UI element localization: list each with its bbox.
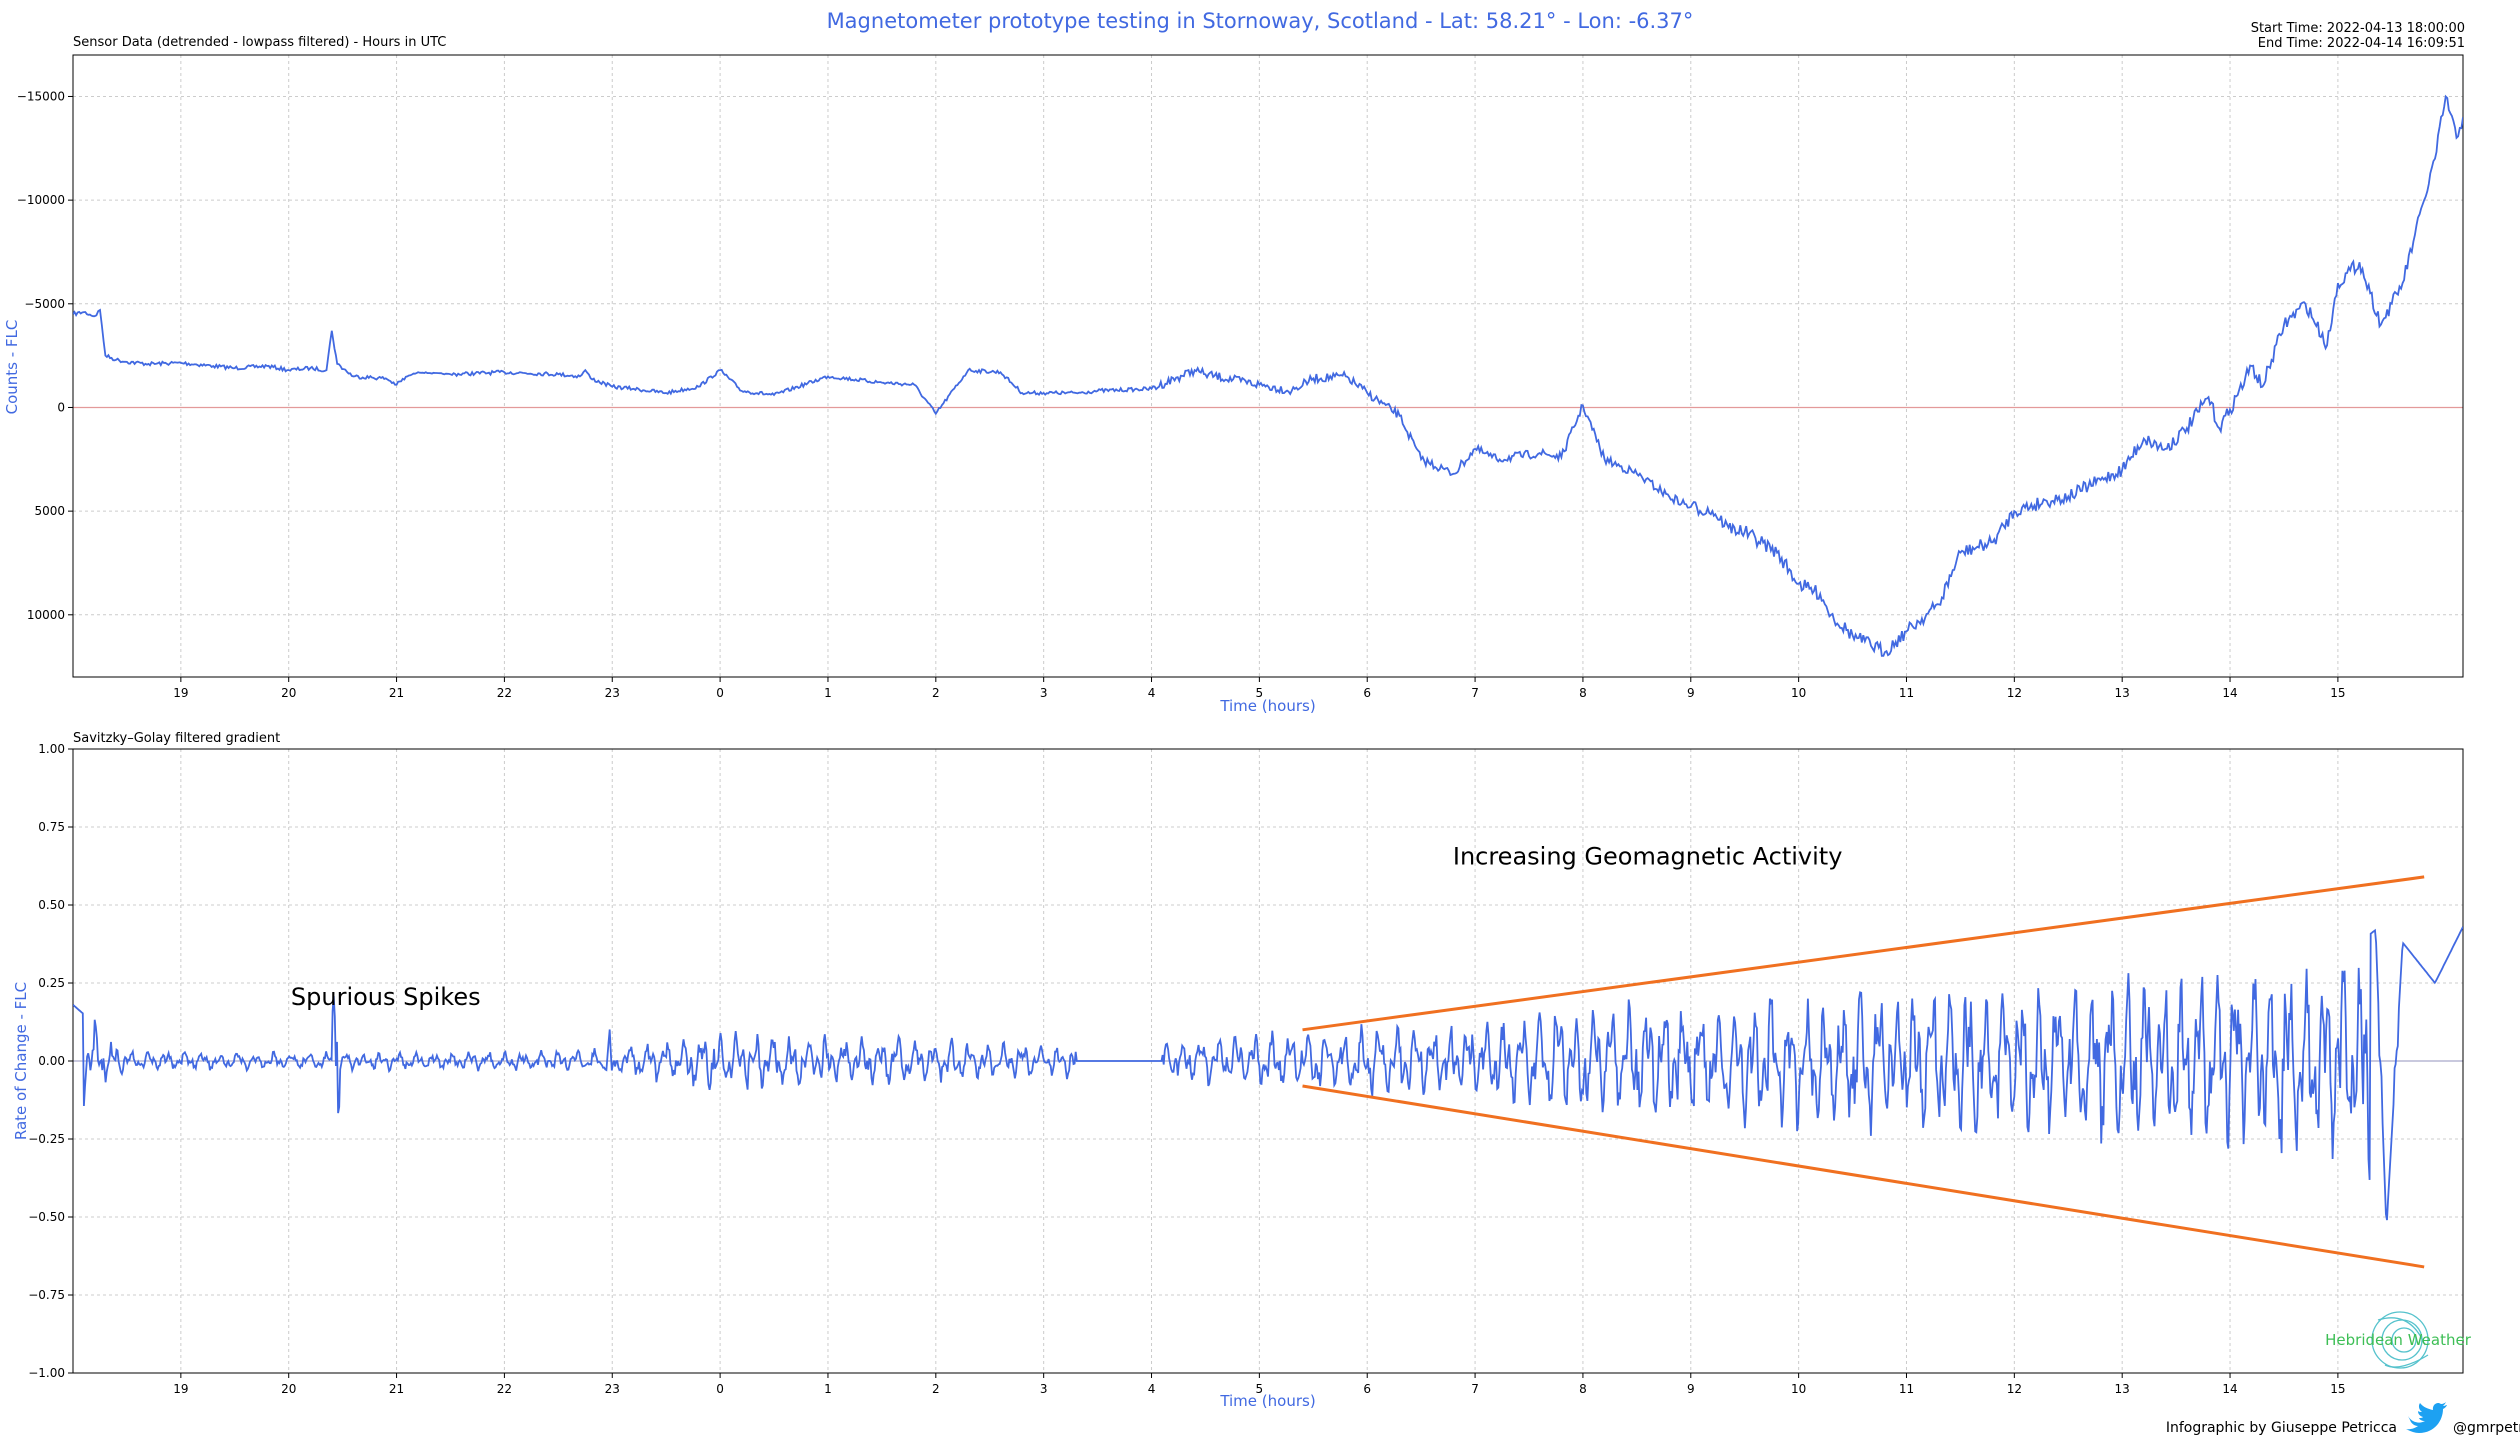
twitter-icon (2406, 1402, 2447, 1433)
x-tick-label: 21 (389, 1382, 404, 1396)
top-chart-xlabel: Time (hours) (1219, 697, 1315, 715)
x-tick-label: 13 (2115, 1382, 2130, 1396)
y-tick-label: 0.75 (38, 820, 65, 834)
x-tick-label: 1 (824, 1382, 832, 1396)
lower-trend-line (1302, 1084, 2425, 1269)
plot-frame (72, 54, 2464, 678)
x-tick-label: 7 (1471, 1382, 1479, 1396)
counts-series-line (73, 94, 2463, 657)
x-tick-label: 5 (1256, 1382, 1264, 1396)
twitter-handle: @gmrpetricca (2453, 1420, 2520, 1436)
x-tick-label: 2 (932, 686, 940, 700)
y-tick-label: −1.00 (28, 1366, 65, 1380)
y-tick-label: 10000 (27, 608, 65, 622)
x-tick-label: 14 (2222, 1382, 2237, 1396)
x-tick-label: 0 (716, 1382, 724, 1396)
y-tick-label: −15000 (17, 89, 65, 103)
x-tick-label: 11 (1899, 686, 1914, 700)
annotation-spurious-spikes: Spurious Spikes (291, 983, 481, 1011)
x-tick-label: 12 (2007, 686, 2022, 700)
x-tick-label: 6 (1363, 686, 1371, 700)
logo-text: Hebridean Weather (2325, 1331, 2472, 1349)
x-tick-label: 3 (1040, 1382, 1048, 1396)
y-tick-label: 0.25 (38, 976, 65, 990)
y-tick-label: −5000 (24, 297, 65, 311)
x-tick-label: 14 (2222, 686, 2237, 700)
y-tick-label: 5000 (34, 504, 65, 518)
hebridean-weather-logo: Hebridean Weather (2325, 1311, 2472, 1369)
footer-credit: Infographic by Giuseppe Petricca (2166, 1420, 2397, 1436)
top-chart-subtitle: Sensor Data (detrended - lowpass filtere… (73, 35, 446, 50)
x-tick-label: 5 (1256, 686, 1264, 700)
x-tick-label: 15 (2330, 1382, 2345, 1396)
x-tick-label: 7 (1471, 686, 1479, 700)
x-tick-label: 8 (1579, 1382, 1587, 1396)
x-tick-label: 3 (1040, 686, 1048, 700)
bottom-chart-xlabel: Time (hours) (1219, 1392, 1315, 1410)
x-tick-label: 15 (2330, 686, 2345, 700)
x-tick-label: 22 (497, 1382, 512, 1396)
figure-title: Magnetometer prototype testing in Storno… (827, 9, 1694, 33)
x-tick-label: 23 (605, 686, 620, 700)
x-tick-label: 11 (1899, 1382, 1914, 1396)
y-tick-label: −0.50 (28, 1210, 65, 1224)
x-tick-label: 13 (2115, 686, 2130, 700)
x-tick-label: 4 (1148, 1382, 1156, 1396)
x-tick-label: 20 (281, 686, 296, 700)
y-tick-label: 0 (57, 400, 65, 414)
gradient-series-line (73, 926, 2463, 1221)
x-tick-label: 12 (2007, 1382, 2022, 1396)
bottom-chart-subtitle: Savitzky–Golay filtered gradient (73, 731, 280, 746)
x-tick-label: 1 (824, 686, 832, 700)
x-tick-label: 10 (1791, 1382, 1806, 1396)
y-tick-label: 1.00 (38, 742, 65, 756)
x-tick-label: 20 (281, 1382, 296, 1396)
x-tick-label: 19 (173, 1382, 188, 1396)
end-time: End Time: 2022-04-14 16:09:51 (2258, 36, 2465, 51)
x-tick-label: 2 (932, 1382, 940, 1396)
x-tick-label: 9 (1687, 686, 1695, 700)
x-tick-label: 0 (716, 686, 724, 700)
x-tick-label: 9 (1687, 1382, 1695, 1396)
x-tick-label: 10 (1791, 686, 1806, 700)
x-tick-label: 19 (173, 686, 188, 700)
bottom-chart-ylabel: Rate of Change - FLC (12, 982, 30, 1140)
y-tick-label: −0.25 (28, 1132, 65, 1146)
y-tick-label: 0.50 (38, 898, 65, 912)
top-chart: 19 20 21 22 23 0 1 2 3 4 5 6 7 8 9 10 11 12 13 14 15−15000−1… (17, 54, 2464, 700)
top-chart-ylabel: Counts - FLC (3, 320, 21, 415)
x-tick-label: 4 (1148, 686, 1156, 700)
y-tick-label: −0.75 (28, 1288, 65, 1302)
x-tick-label: 6 (1363, 1382, 1371, 1396)
x-tick-label: 23 (605, 1382, 620, 1396)
swirl-icon (2371, 1311, 2429, 1369)
x-tick-label: 21 (389, 686, 404, 700)
y-tick-label: 0.00 (38, 1054, 65, 1068)
bottom-chart: 19 20 21 22 23 0 1 2 3 4 5 6 7 8 9 10 11 12 13 14 151.000.75… (28, 742, 2464, 1396)
upper-trend-line (1302, 875, 2425, 1032)
plot-frame (72, 748, 2464, 1374)
annotation-increasing-activity: Increasing Geomagnetic Activity (1453, 842, 1843, 870)
start-time: Start Time: 2022-04-13 18:00:00 (2251, 21, 2465, 36)
y-tick-label: −10000 (17, 193, 65, 207)
x-tick-label: 8 (1579, 686, 1587, 700)
x-tick-label: 22 (497, 686, 512, 700)
